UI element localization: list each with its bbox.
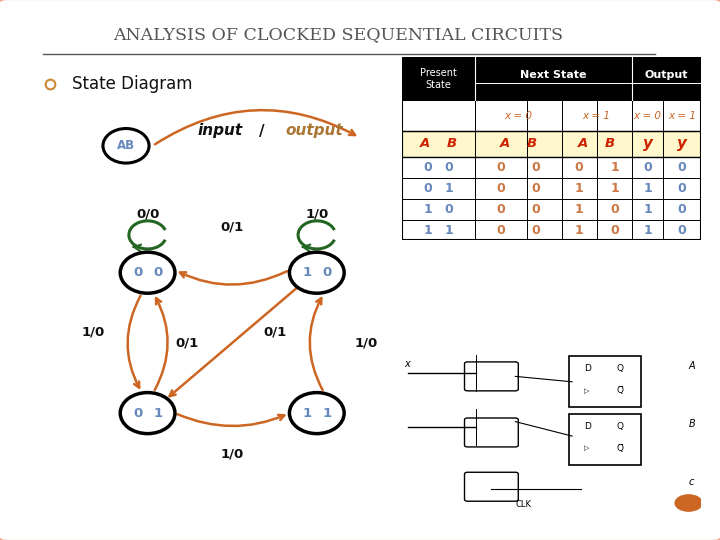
FancyBboxPatch shape — [402, 157, 701, 178]
Text: 1: 1 — [444, 182, 453, 195]
Text: 1: 1 — [323, 407, 331, 420]
Text: Q: Q — [617, 364, 624, 373]
Text: 0: 0 — [496, 161, 505, 174]
Text: 0: 0 — [532, 161, 541, 174]
Text: CLK: CLK — [516, 500, 531, 509]
Text: 0: 0 — [153, 266, 162, 279]
FancyBboxPatch shape — [402, 57, 701, 101]
Text: 1: 1 — [643, 203, 652, 216]
FancyBboxPatch shape — [569, 414, 641, 465]
FancyBboxPatch shape — [464, 418, 518, 447]
Text: Output: Output — [644, 70, 688, 80]
Text: 0: 0 — [134, 407, 143, 420]
Text: 0: 0 — [575, 161, 583, 174]
Text: output: output — [285, 123, 343, 138]
Text: 0: 0 — [496, 203, 505, 216]
Text: input: input — [197, 123, 242, 138]
Text: 1: 1 — [575, 182, 583, 195]
Text: Q̅: Q̅ — [617, 386, 624, 395]
FancyBboxPatch shape — [569, 356, 641, 407]
Text: y: y — [677, 137, 687, 151]
Circle shape — [289, 252, 344, 293]
Circle shape — [103, 129, 149, 163]
Text: D: D — [584, 422, 591, 431]
Text: B: B — [688, 419, 696, 429]
Text: 1/0: 1/0 — [82, 326, 105, 339]
Text: 0: 0 — [134, 266, 143, 279]
Text: 0: 0 — [611, 203, 619, 216]
Text: x: x — [405, 359, 410, 369]
Circle shape — [120, 252, 175, 293]
FancyBboxPatch shape — [402, 199, 701, 220]
Text: ▷: ▷ — [584, 446, 590, 451]
Text: 0: 0 — [323, 266, 331, 279]
Text: 0: 0 — [532, 224, 541, 237]
Text: Q: Q — [617, 422, 624, 431]
FancyBboxPatch shape — [464, 472, 518, 501]
Text: 0: 0 — [678, 161, 686, 174]
Text: B: B — [446, 137, 457, 151]
Text: 1: 1 — [643, 224, 652, 237]
Text: 0: 0 — [444, 161, 453, 174]
Text: A​NALYSIS OF C​LOCKED S​EQUENTIAL C​IRCUITS: A​NALYSIS OF C​LOCKED S​EQUENTIAL C​IRCU… — [113, 26, 563, 44]
Text: x = 1: x = 1 — [582, 111, 611, 121]
Text: Next State: Next State — [520, 70, 587, 80]
Text: c: c — [688, 477, 694, 487]
Text: B: B — [605, 137, 615, 151]
Circle shape — [289, 393, 344, 434]
Text: x = 0: x = 0 — [504, 111, 532, 121]
Text: x = 1: x = 1 — [668, 111, 696, 121]
Text: 0: 0 — [444, 203, 453, 216]
Text: 0: 0 — [423, 182, 432, 195]
Text: /: / — [258, 124, 264, 139]
Text: 1: 1 — [423, 203, 432, 216]
Text: 0: 0 — [678, 182, 686, 195]
Text: 0: 0 — [678, 203, 686, 216]
Text: x = 0: x = 0 — [634, 111, 662, 121]
Text: AB: AB — [117, 139, 135, 152]
FancyBboxPatch shape — [402, 178, 701, 199]
Text: 1: 1 — [575, 224, 583, 237]
Text: A: A — [578, 137, 588, 151]
Text: B: B — [526, 137, 537, 151]
Text: 1/0: 1/0 — [220, 447, 244, 460]
Text: 1: 1 — [575, 203, 583, 216]
Text: 0: 0 — [611, 224, 619, 237]
Text: 0: 0 — [532, 203, 541, 216]
Text: D: D — [584, 364, 591, 373]
Text: Present
State: Present State — [420, 68, 456, 90]
Text: A: A — [688, 361, 696, 371]
Circle shape — [120, 393, 175, 434]
Text: 0/1: 0/1 — [176, 336, 199, 349]
Text: 1: 1 — [611, 182, 619, 195]
Text: 1: 1 — [444, 224, 453, 237]
Text: 0: 0 — [678, 224, 686, 237]
Text: 0: 0 — [643, 161, 652, 174]
Text: 1: 1 — [153, 407, 162, 420]
Text: A: A — [420, 137, 430, 151]
Text: Q̅: Q̅ — [617, 443, 624, 453]
FancyBboxPatch shape — [402, 131, 701, 157]
FancyBboxPatch shape — [402, 220, 701, 240]
Text: 0: 0 — [423, 161, 432, 174]
Text: A: A — [500, 137, 510, 151]
Text: 0: 0 — [496, 182, 505, 195]
Text: ▷: ▷ — [584, 388, 590, 394]
Text: 0: 0 — [496, 224, 505, 237]
Text: 1/0: 1/0 — [305, 208, 328, 221]
FancyBboxPatch shape — [464, 362, 518, 391]
Text: 0: 0 — [532, 182, 541, 195]
Circle shape — [675, 495, 702, 511]
Text: 0/0: 0/0 — [136, 208, 159, 221]
Text: 1: 1 — [423, 224, 432, 237]
Text: 1: 1 — [611, 161, 619, 174]
Text: 1/0: 1/0 — [354, 336, 377, 349]
Text: 1: 1 — [303, 407, 312, 420]
Text: 0/1: 0/1 — [264, 326, 287, 339]
Text: 1: 1 — [303, 266, 312, 279]
Text: y: y — [642, 137, 652, 151]
Text: State Diagram: State Diagram — [72, 75, 192, 93]
Text: 0/1: 0/1 — [220, 220, 244, 233]
Text: 1: 1 — [643, 182, 652, 195]
